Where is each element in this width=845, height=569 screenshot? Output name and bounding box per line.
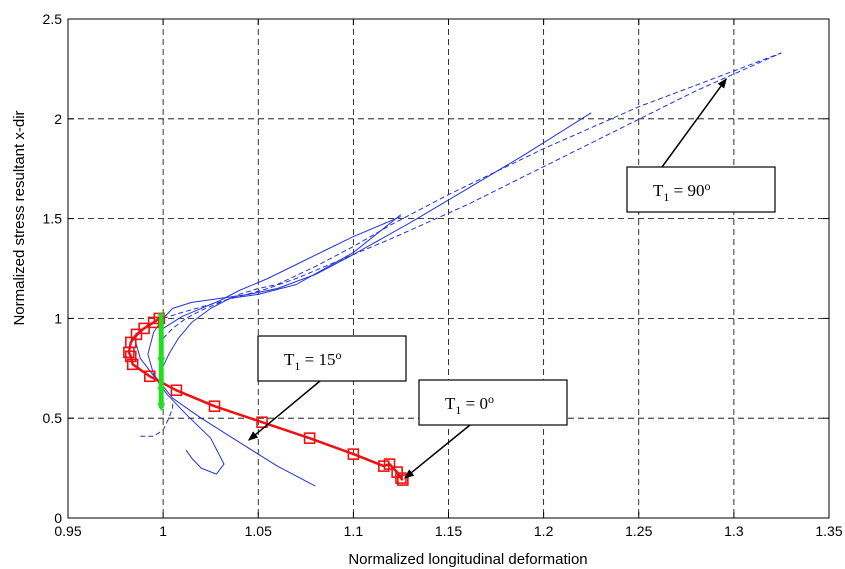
- x-tick-label: 1.1: [344, 523, 364, 539]
- x-tick-label: 1.15: [435, 523, 462, 539]
- x-tick-label: 1.25: [625, 523, 652, 539]
- y-tick-label: 2: [54, 111, 62, 127]
- y-tick-label: 1.5: [43, 211, 63, 227]
- y-tick-label: 0: [54, 510, 62, 526]
- y-tick-label: 2.5: [43, 11, 63, 27]
- x-tick-label: 1.2: [534, 523, 554, 539]
- y-axis-label: Normalized stress resultant x-dir: [11, 110, 28, 325]
- y-tick-label: 0.5: [43, 410, 63, 426]
- x-tick-label: 1.3: [724, 523, 744, 539]
- x-tick-label: 1.35: [815, 523, 842, 539]
- y-tick-label: 1: [54, 310, 62, 326]
- x-tick-label: 1.05: [245, 523, 272, 539]
- x-axis-label: Normalized longitudinal deformation: [348, 551, 587, 568]
- x-tick-label: 1: [159, 523, 167, 539]
